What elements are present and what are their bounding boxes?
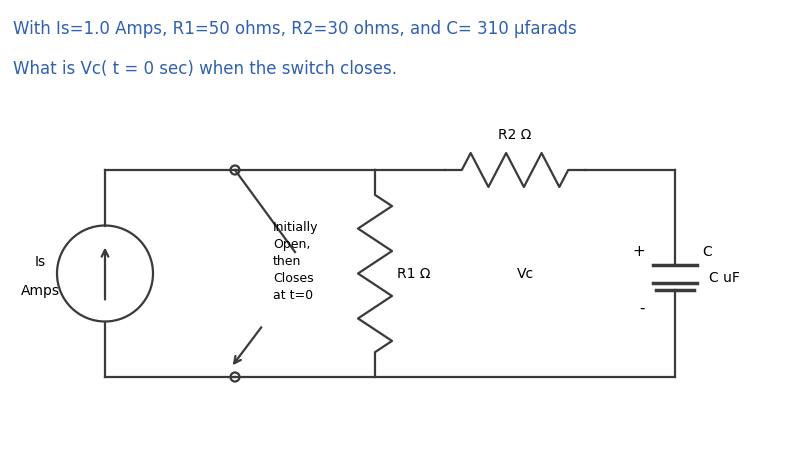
Text: With Is=1.0 Amps, R1=50 ohms, R2=30 ohms, and C= 310 μfarads: With Is=1.0 Amps, R1=50 ohms, R2=30 ohms… [13, 20, 577, 38]
Text: Is: Is [34, 254, 46, 268]
Text: +: + [632, 244, 645, 259]
Text: R2 Ω: R2 Ω [498, 128, 532, 142]
Text: -: - [639, 300, 645, 315]
Text: R1 Ω: R1 Ω [397, 267, 431, 280]
Text: What is Vc( t = 0 sec) when the switch closes.: What is Vc( t = 0 sec) when the switch c… [13, 60, 397, 78]
Text: C: C [702, 246, 711, 259]
Text: Vc: Vc [516, 267, 533, 280]
Text: Amps: Amps [21, 284, 59, 298]
Text: Initially
Open,
then
Closes
at t=0: Initially Open, then Closes at t=0 [273, 221, 318, 302]
Text: C uF: C uF [709, 272, 740, 285]
